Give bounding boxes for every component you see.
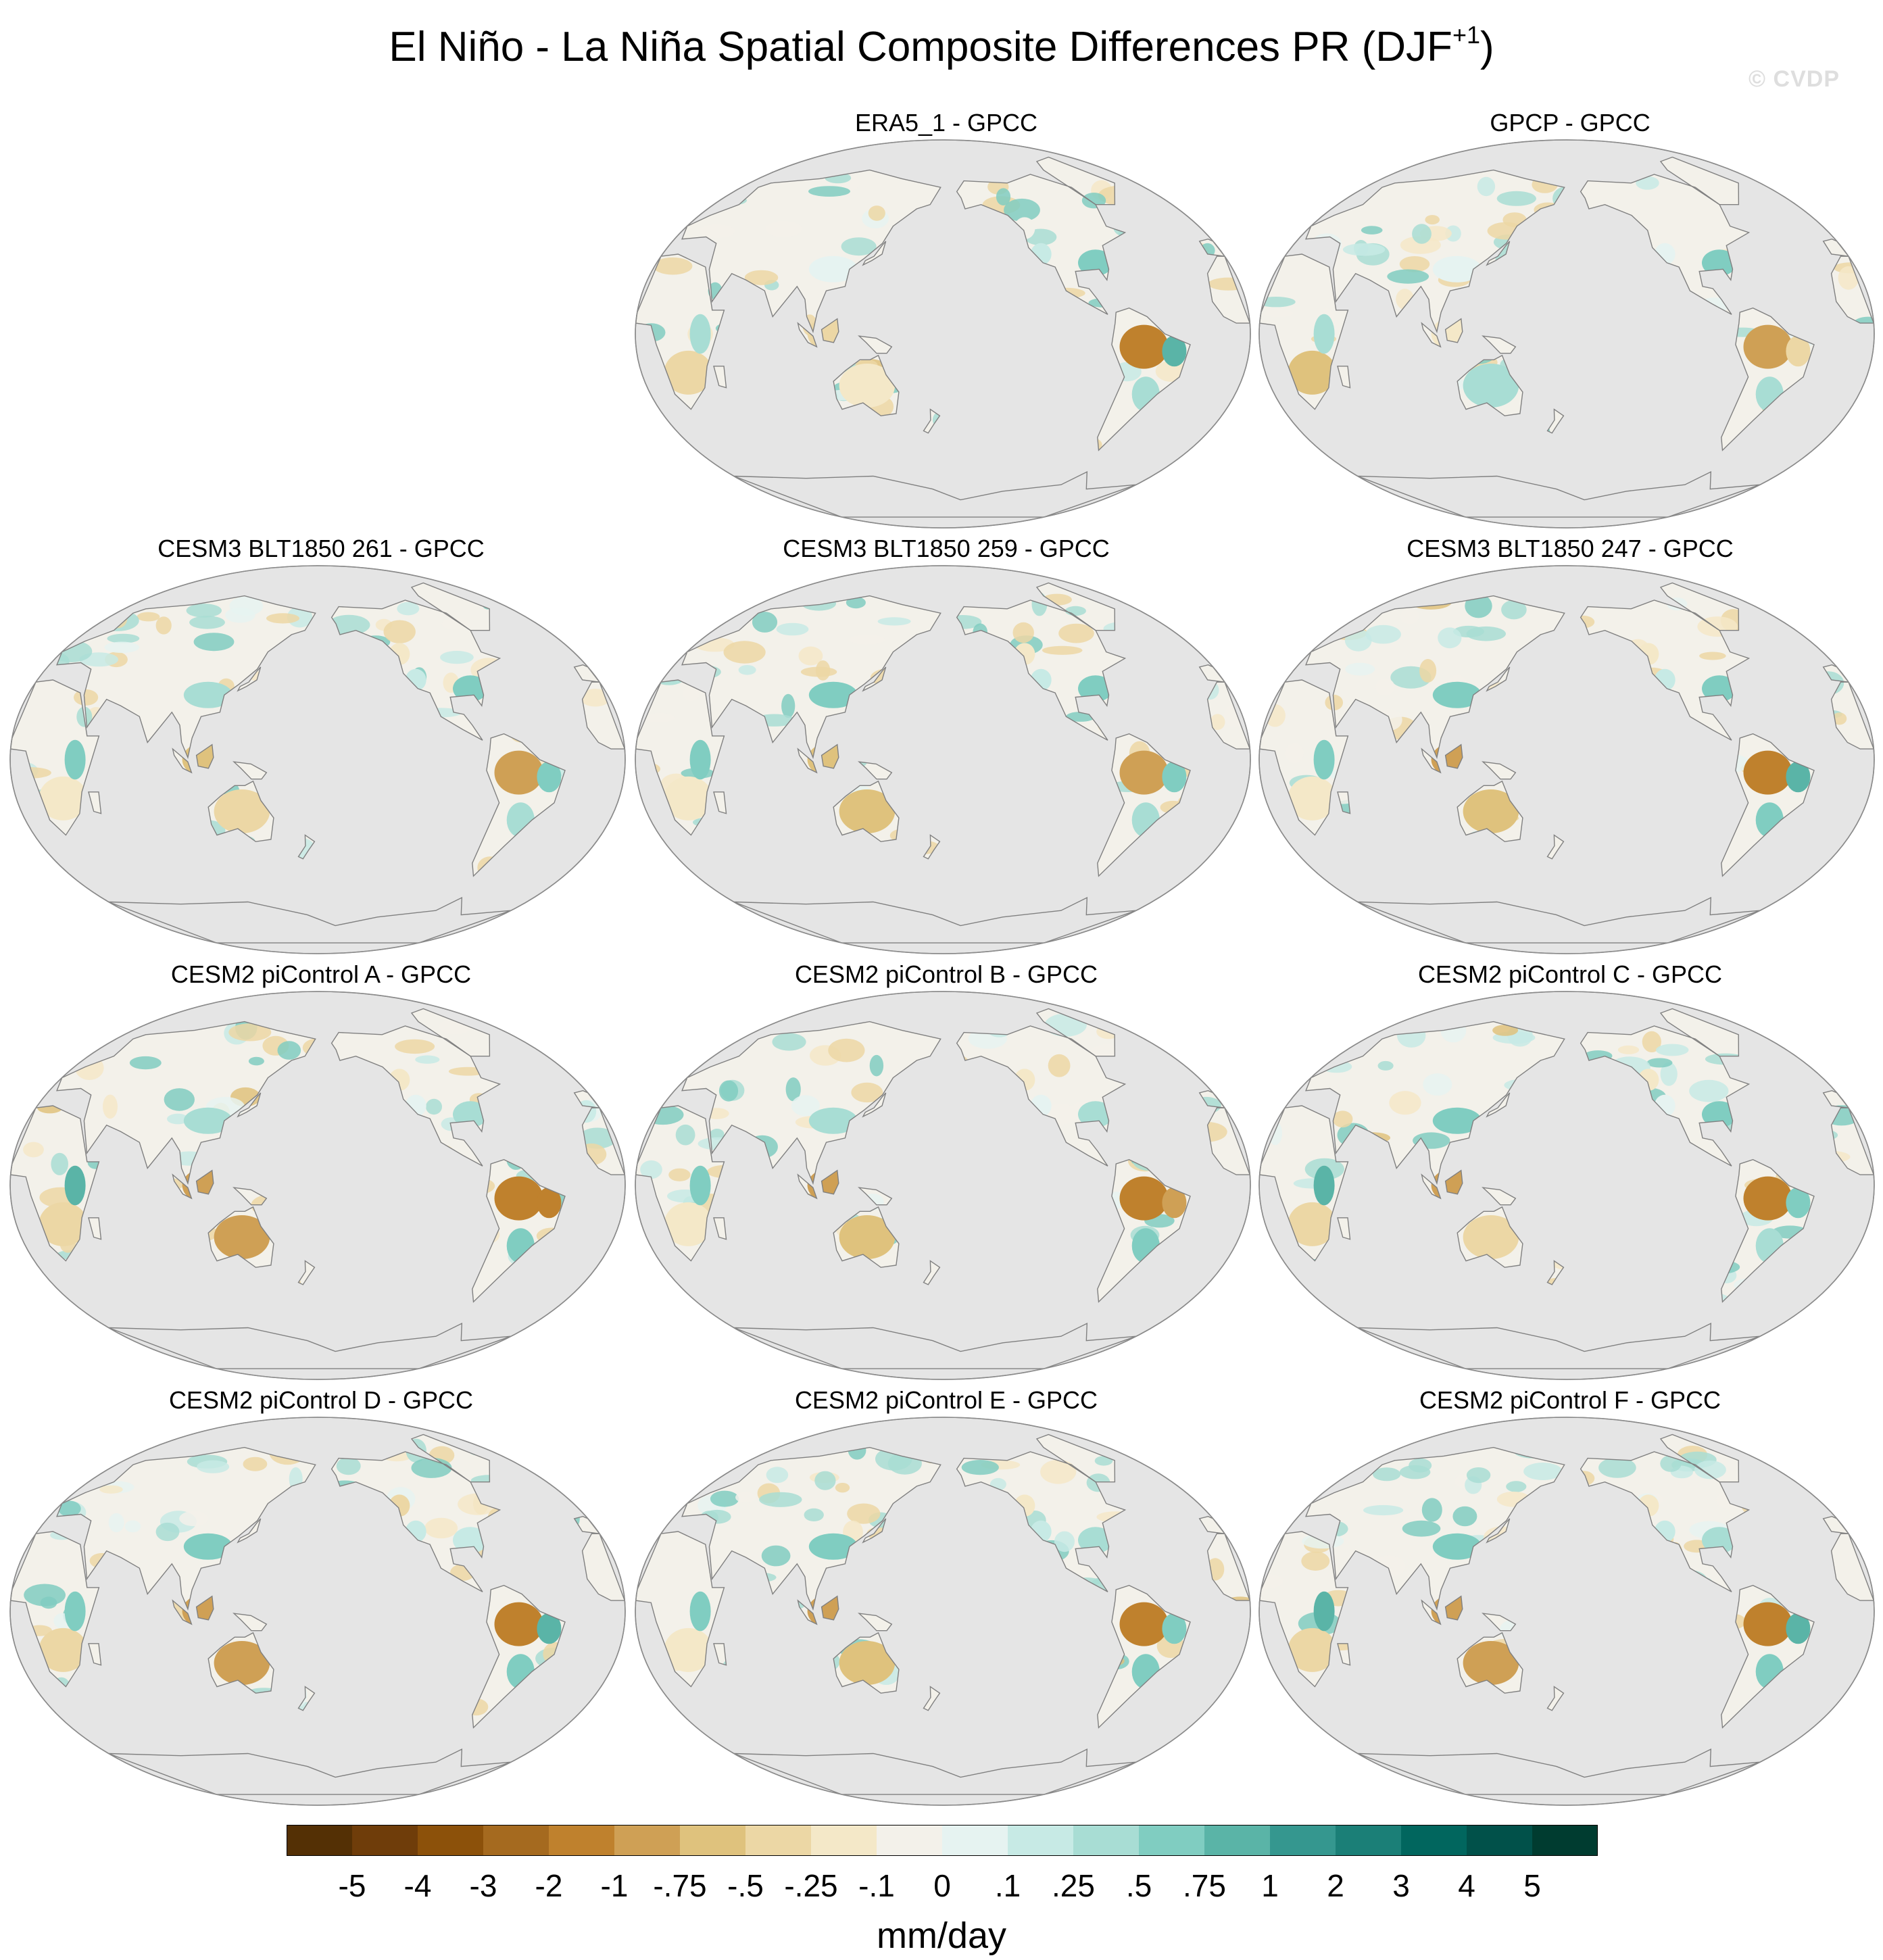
colorbar-tick-label: 5 (1523, 1868, 1541, 1903)
colorbar-swatch (287, 1825, 353, 1856)
figure-title: El Niño - La Niña Spatial Composite Diff… (0, 20, 1883, 80)
colorbar-tick-label: -5 (339, 1868, 366, 1903)
colorbar-tick-label: -.1 (858, 1868, 895, 1903)
map-panel-title: CESM2 piControl C - GPCC (1256, 960, 1883, 989)
world-map (7, 989, 629, 1381)
map-panel: CESM2 piControl F - GPCC (1256, 1386, 1883, 1811)
colorbar-swatch (1336, 1825, 1402, 1856)
map-panel-title: CESM2 piControl F - GPCC (1256, 1386, 1883, 1415)
colorbar-tick-label: .75 (1183, 1868, 1226, 1903)
colorbar-tick-label: 2 (1327, 1868, 1344, 1903)
map-panel-title: CESM2 piControl E - GPCC (632, 1386, 1261, 1415)
colorbar-tick-label: 4 (1458, 1868, 1475, 1903)
colorbar-tick-label: -4 (404, 1868, 432, 1903)
colorbar-tick-label: -.5 (727, 1868, 764, 1903)
map-panel: CESM2 piControl E - GPCC (632, 1386, 1261, 1811)
map-panel-title: CESM3 BLT1850 261 - GPCC (7, 534, 635, 564)
world-map (1256, 989, 1878, 1381)
colorbar-swatch (1008, 1825, 1074, 1856)
map-panel-title: CESM2 piControl B - GPCC (632, 960, 1261, 989)
colorbar-swatch (549, 1825, 615, 1856)
colorbar-swatch (1073, 1825, 1140, 1856)
colorbar-tick-label: 0 (933, 1868, 951, 1903)
colorbar-swatch (745, 1825, 812, 1856)
map-panel-title: CESM3 BLT1850 247 - GPCC (1256, 534, 1883, 564)
colorbar: -5 -4 -3 -2 -1 -.75 -.5 -.25 -.1 0 .1 .25 .5 .75 1 2 3 4 5 (287, 1825, 1598, 1913)
map-panel: CESM2 piControl C - GPCC (1256, 960, 1883, 1386)
map-panel: CESM3 BLT1850 261 - GPCC (7, 534, 635, 960)
colorbar-tick-label: -1 (601, 1868, 629, 1903)
colorbar-swatch (680, 1825, 746, 1856)
colorbar-swatch (1204, 1825, 1271, 1856)
map-panel-title: CESM2 piControl D - GPCC (7, 1386, 635, 1415)
colorbar-swatch (614, 1825, 681, 1856)
colorbar-swatch (483, 1825, 549, 1856)
colorbar-swatch (811, 1825, 877, 1856)
map-panel: CESM2 piControl D - GPCC (7, 1386, 635, 1811)
map-panel-title: CESM3 BLT1850 259 - GPCC (632, 534, 1261, 564)
map-panel: CESM3 BLT1850 247 - GPCC (1256, 534, 1883, 960)
world-map (1256, 1415, 1878, 1807)
world-map (7, 564, 629, 956)
figure-title-close: ) (1480, 24, 1494, 70)
world-map (632, 989, 1254, 1381)
colorbar-tick-label: .1 (995, 1868, 1021, 1903)
world-map (1256, 138, 1878, 530)
colorbar-swatch (877, 1825, 943, 1856)
colorbar-swatch (942, 1825, 1008, 1856)
world-map (632, 564, 1254, 956)
world-map (1256, 564, 1878, 956)
world-map (632, 1415, 1254, 1807)
colorbar-swatch (1139, 1825, 1205, 1856)
map-panel: CESM2 piControl A - GPCC (7, 960, 635, 1386)
map-panel: CESM2 piControl B - GPCC (632, 960, 1261, 1386)
colorbar-swatch (352, 1825, 418, 1856)
colorbar-swatch (418, 1825, 484, 1856)
colorbar-tick-label: .5 (1126, 1868, 1152, 1903)
world-map (7, 1415, 629, 1807)
figure-title-superscript: +1 (1452, 21, 1480, 49)
colorbar-swatch (1401, 1825, 1467, 1856)
world-map (632, 138, 1254, 530)
map-panel: CESM3 BLT1850 259 - GPCC (632, 534, 1261, 960)
figure-title-text: El Niño - La Niña Spatial Composite Diff… (389, 24, 1452, 70)
map-panel-title: CESM2 piControl A - GPCC (7, 960, 635, 989)
colorbar-swatch (1532, 1825, 1598, 1856)
colorbar-swatch (1467, 1825, 1533, 1856)
map-panel: GPCP - GPCC (1256, 108, 1883, 534)
colorbar-tick-label: -.25 (784, 1868, 837, 1903)
colorbar-tick-label: -3 (470, 1868, 497, 1903)
colorbar-tick-label: -2 (535, 1868, 563, 1903)
map-panel-title: ERA5_1 - GPCC (632, 108, 1261, 138)
map-panel: ERA5_1 - GPCC (632, 108, 1261, 534)
colorbar-unit-label: mm/day (0, 1914, 1883, 1957)
colorbar-swatch (1270, 1825, 1336, 1856)
colorbar-tick-label: .25 (1052, 1868, 1095, 1903)
colorbar-tick-label: 3 (1392, 1868, 1410, 1903)
map-panel-title: GPCP - GPCC (1256, 108, 1883, 138)
colorbar-tick-label: 1 (1261, 1868, 1279, 1903)
colorbar-tick-label: -.75 (653, 1868, 706, 1903)
watermark: © CVDP (1748, 66, 1840, 93)
